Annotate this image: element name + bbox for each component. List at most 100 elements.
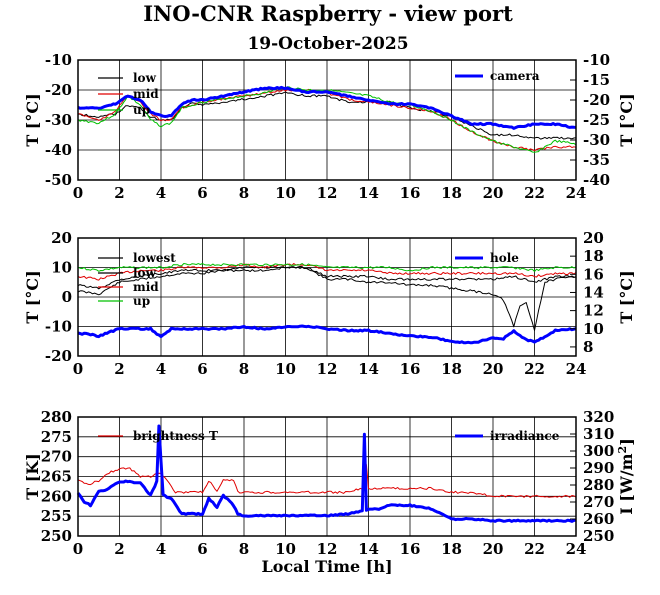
- x-tick-label: 4: [156, 360, 166, 378]
- x-axis-label: Local Time [h]: [261, 557, 392, 576]
- panel-1: 0 2 4 6 8 10 12 14 16 18 20 22 24-50-40-30-20-10-40-…: [23, 51, 636, 202]
- x-tick-label: 16: [400, 360, 421, 378]
- y-right-tick-label: 280: [583, 476, 614, 494]
- x-tick-label: 0: [73, 184, 83, 202]
- x-tick-label: 14: [358, 540, 379, 558]
- y-tick-label: -30: [45, 111, 72, 129]
- plot-frame: [77, 416, 577, 537]
- x-tick-label: 16: [400, 540, 421, 558]
- series-line-low: [77, 266, 576, 290]
- x-tick-label: 2: [114, 540, 124, 558]
- y-right-tick-label: 8: [583, 338, 593, 356]
- y-right-axis-label: I [W/m2]: [616, 438, 637, 515]
- y-right-tick-label: -15: [583, 71, 610, 89]
- x-tick-label: 2: [114, 184, 124, 202]
- y-tick-label: 20: [51, 229, 72, 247]
- y-right-tick-label: 310: [583, 425, 614, 443]
- y-right-tick-label: -25: [583, 111, 610, 129]
- y-right-tick-label: 290: [583, 459, 614, 477]
- x-tick-label: 12: [317, 184, 338, 202]
- x-tick-label: 22: [524, 540, 545, 558]
- y-tick-label: 250: [41, 527, 72, 545]
- legend-label: low: [133, 266, 157, 280]
- legend-label: mid: [133, 87, 159, 101]
- x-tick-label: 4: [156, 540, 166, 558]
- x-tick-label: 10: [275, 540, 296, 558]
- y-right-tick-label: 260: [583, 510, 614, 528]
- y-right-axis-label: T [°C]: [617, 270, 636, 323]
- y-tick-label: 265: [41, 468, 72, 486]
- x-tick-label: 24: [566, 360, 587, 378]
- x-tick-label: 8: [239, 184, 249, 202]
- legend-label: low: [133, 71, 157, 85]
- y-tick-label: 280: [41, 408, 72, 426]
- x-tick-label: 20: [483, 540, 504, 558]
- x-tick-label: 2: [114, 360, 124, 378]
- x-tick-label: 6: [197, 360, 207, 378]
- series-line-up: [77, 263, 577, 272]
- x-tick-label: 0: [73, 360, 83, 378]
- legend-label: mid: [133, 280, 159, 294]
- x-tick-label: 12: [317, 360, 338, 378]
- x-tick-label: 10: [275, 184, 296, 202]
- x-tick-label: 16: [400, 184, 421, 202]
- y-right-tick-label: 20: [583, 229, 604, 247]
- legend-label: lowest: [133, 251, 176, 265]
- y-right-tick-label: 270: [583, 493, 614, 511]
- y-right-tick-label: -30: [583, 131, 610, 149]
- y-tick-label: -20: [45, 347, 72, 365]
- legend-label: hole: [490, 251, 519, 265]
- x-tick-label: 14: [358, 184, 379, 202]
- y-tick-label: 255: [41, 507, 72, 525]
- figure-title: INO-CNR Raspberry - view port: [143, 1, 513, 26]
- y-tick-label: 10: [51, 259, 72, 277]
- x-tick-label: 6: [197, 184, 207, 202]
- x-tick-label: 4: [156, 184, 166, 202]
- y-tick-label: 275: [41, 428, 72, 446]
- x-tick-label: 8: [239, 360, 249, 378]
- y-right-tick-label: 14: [583, 283, 604, 301]
- y-right-tick-label: 320: [583, 408, 614, 426]
- x-tick-label: 12: [317, 540, 338, 558]
- x-tick-label: 20: [483, 360, 504, 378]
- y-right-tick-label: -35: [583, 151, 610, 169]
- series-line-camera: [77, 85, 577, 130]
- y-right-tick-label: 12: [583, 302, 604, 320]
- y-right-axis-label: T [°C]: [617, 93, 636, 146]
- y-tick-label: 0: [62, 288, 72, 306]
- x-tick-label: 0: [73, 540, 83, 558]
- series-line-lowest: [77, 266, 577, 331]
- y-axis-label: T [°C]: [23, 93, 42, 146]
- y-tick-label: -10: [45, 51, 72, 69]
- y-right-tick-label: -40: [583, 171, 610, 189]
- x-tick-label: 8: [239, 540, 249, 558]
- y-right-tick-label: 18: [583, 247, 604, 265]
- y-axis-label: T [K]: [23, 453, 42, 500]
- x-tick-label: 22: [524, 360, 545, 378]
- y-tick-label: -50: [45, 171, 72, 189]
- x-tick-label: 14: [358, 360, 379, 378]
- y-tick-label: -20: [45, 81, 72, 99]
- series-line-mid: [77, 263, 577, 281]
- y-tick-label: -40: [45, 141, 72, 159]
- panel-2: 0 2 4 6 8 10 12 14 16 18 20 22 24-20-100102081012141…: [23, 229, 636, 378]
- series-line-hole: [77, 324, 577, 345]
- legend-label: up: [133, 294, 150, 308]
- legend-label: irradiance: [490, 429, 560, 443]
- plot-frame: [77, 237, 577, 357]
- series-line-irradiance: [76, 424, 577, 523]
- x-tick-label: 10: [275, 360, 296, 378]
- y-right-tick-label: 300: [583, 442, 614, 460]
- legend-label: camera: [490, 69, 540, 83]
- panel-3: 0 2 4 6 8 10 12 14 16 18 20 22 242502552602652702752…: [23, 408, 636, 576]
- legend-label: brightness T: [133, 429, 218, 443]
- y-tick-label: -10: [45, 318, 72, 336]
- x-tick-label: 18: [441, 184, 462, 202]
- y-right-tick-label: 250: [583, 527, 614, 545]
- y-tick-label: 260: [41, 487, 72, 505]
- x-tick-label: 20: [483, 184, 504, 202]
- y-right-tick-label: 16: [583, 265, 604, 283]
- y-right-tick-label: -20: [583, 91, 610, 109]
- x-tick-label: 24: [566, 184, 587, 202]
